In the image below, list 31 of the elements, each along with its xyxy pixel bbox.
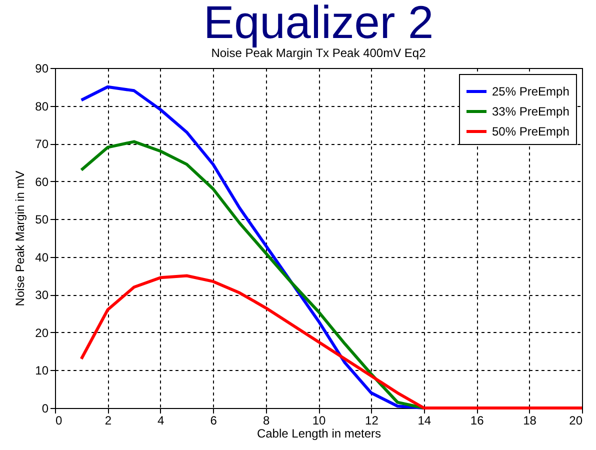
x-tick-label: 8 [262, 414, 270, 428]
y-tick-label: 0 [42, 402, 49, 416]
y-tick-label: 60 [35, 174, 49, 189]
x-tick-label: 12 [365, 414, 379, 428]
y-axis-title: Noise Peak Margin in mV [13, 170, 28, 306]
x-tick-label: 2 [104, 414, 112, 428]
x-tick-label: 10 [312, 414, 326, 428]
line-series [80, 274, 584, 410]
line-series [80, 140, 426, 410]
y-tick-label: 50 [35, 212, 49, 227]
legend-label: 33% PreEmph [492, 104, 570, 118]
x-tick-label: 20 [569, 414, 583, 428]
legend-label: 50% PreEmph [492, 124, 570, 138]
x-tick-label: 6 [210, 414, 218, 428]
y-tick-label: 90 [35, 62, 49, 76]
x-axis-title: Cable Length in meters [256, 426, 382, 440]
y-tick-label: 80 [35, 99, 49, 114]
y-tick-label: 30 [35, 288, 49, 302]
y-tick-label: 70 [35, 137, 49, 152]
legend-label: 25% PreEmph [492, 84, 570, 98]
y-tick-label: 20 [35, 326, 49, 340]
x-tick-label: 18 [523, 414, 537, 428]
y-tick-label: 40 [35, 250, 49, 264]
chart-subtitle: Noise Peak Margin Tx Peak 400mV Eq2 [211, 46, 426, 60]
x-tick-label: 4 [158, 414, 165, 428]
chart-title: Equalizer 2 [203, 0, 434, 48]
x-tick-label: 14 [418, 414, 432, 428]
x-tick-label: 16 [470, 414, 484, 428]
x-tick-label: 0 [56, 414, 62, 428]
line-series [80, 85, 426, 410]
y-tick-label: 10 [35, 364, 49, 378]
